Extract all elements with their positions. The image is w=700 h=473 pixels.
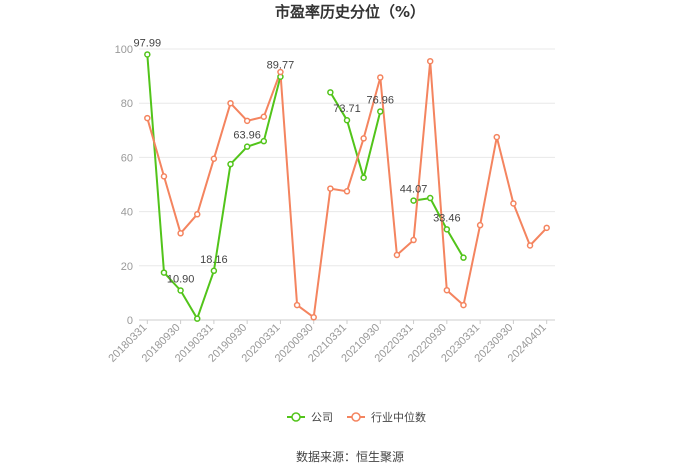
y-tick-label: 20	[121, 261, 133, 273]
y-tick-label: 80	[121, 98, 133, 110]
legend-marker-icon	[351, 412, 361, 422]
legend-item-1[interactable]: 行业中位数	[347, 410, 426, 424]
data-point-1	[476, 221, 484, 229]
data-point-0	[327, 89, 334, 96]
data-labels: 97.99 10.90 18.16 63.96 89.77 73.71 76.96 44.07…	[134, 37, 461, 285]
legend-label: 公司	[311, 411, 333, 424]
data-point-0	[460, 254, 467, 261]
data-point-1	[243, 117, 251, 125]
data-point-1	[360, 135, 367, 142]
data-point-1	[210, 155, 218, 163]
grid	[139, 48, 555, 267]
series-lines	[146, 54, 548, 320]
data-point-1	[144, 114, 151, 122]
data-point-0	[144, 51, 151, 58]
x-axis: 2018033120180930201903312019093020200331…	[106, 319, 555, 365]
data-point-1	[543, 224, 550, 232]
data-point-0	[193, 315, 201, 322]
series-line-0	[413, 197, 465, 259]
data-point-1	[460, 301, 467, 309]
data-point-1	[493, 133, 501, 141]
y-axis: 0 20 40 60 80 100	[115, 44, 133, 327]
data-label: 44.07	[400, 184, 428, 196]
y-tick-label: 100	[115, 44, 133, 56]
data-point-1	[160, 173, 168, 180]
data-point-0	[243, 143, 251, 150]
data-label: 97.99	[134, 37, 162, 49]
legend[interactable]: 公司 行业中位数	[287, 410, 426, 424]
data-point-1	[526, 242, 534, 249]
data-point-1	[310, 314, 317, 321]
data-label: 33.46	[433, 212, 461, 224]
data-point-1	[277, 68, 284, 76]
legend-item-0[interactable]: 公司	[287, 411, 333, 424]
data-label: 73.71	[333, 103, 361, 115]
data-point-1	[177, 230, 184, 237]
data-point-0	[260, 137, 268, 145]
data-point-1	[260, 113, 268, 120]
data-point-0	[343, 116, 351, 124]
data-point-0	[443, 226, 451, 233]
data-label: 10.90	[167, 273, 195, 285]
data-label: 76.96	[367, 94, 395, 106]
data-point-1	[193, 211, 201, 218]
data-point-1	[327, 185, 334, 192]
data-point-1	[426, 57, 434, 65]
data-point-1	[393, 251, 401, 259]
data-point-1	[510, 200, 517, 207]
data-label: 89.77	[267, 60, 295, 72]
data-point-0	[160, 269, 168, 276]
legend-marker-icon	[291, 412, 301, 422]
data-point-1	[443, 286, 451, 294]
data-point-1	[410, 236, 417, 244]
y-tick-label: 0	[127, 315, 133, 327]
data-label: 63.96	[233, 130, 261, 142]
chart-title: 市盈率历史分位（%）	[275, 3, 425, 21]
data-point-1	[293, 301, 301, 309]
y-tick-label: 40	[121, 207, 133, 219]
data-point-0	[360, 174, 367, 181]
data-point-0	[377, 108, 384, 115]
data-label: 18.16	[200, 254, 228, 266]
data-point-0	[410, 197, 417, 204]
series-points	[144, 51, 550, 322]
data-point-0	[210, 267, 218, 275]
y-tick-label: 60	[121, 152, 133, 164]
data-point-0	[177, 287, 184, 294]
data-point-0	[227, 160, 234, 168]
data-point-1	[227, 99, 234, 107]
data-point-1	[343, 188, 351, 195]
legend-label: 行业中位数	[371, 410, 426, 424]
source-note: 数据来源：恒生聚源	[296, 449, 404, 464]
data-point-0	[426, 194, 434, 202]
series-line-0	[329, 91, 382, 179]
data-point-1	[377, 74, 384, 81]
